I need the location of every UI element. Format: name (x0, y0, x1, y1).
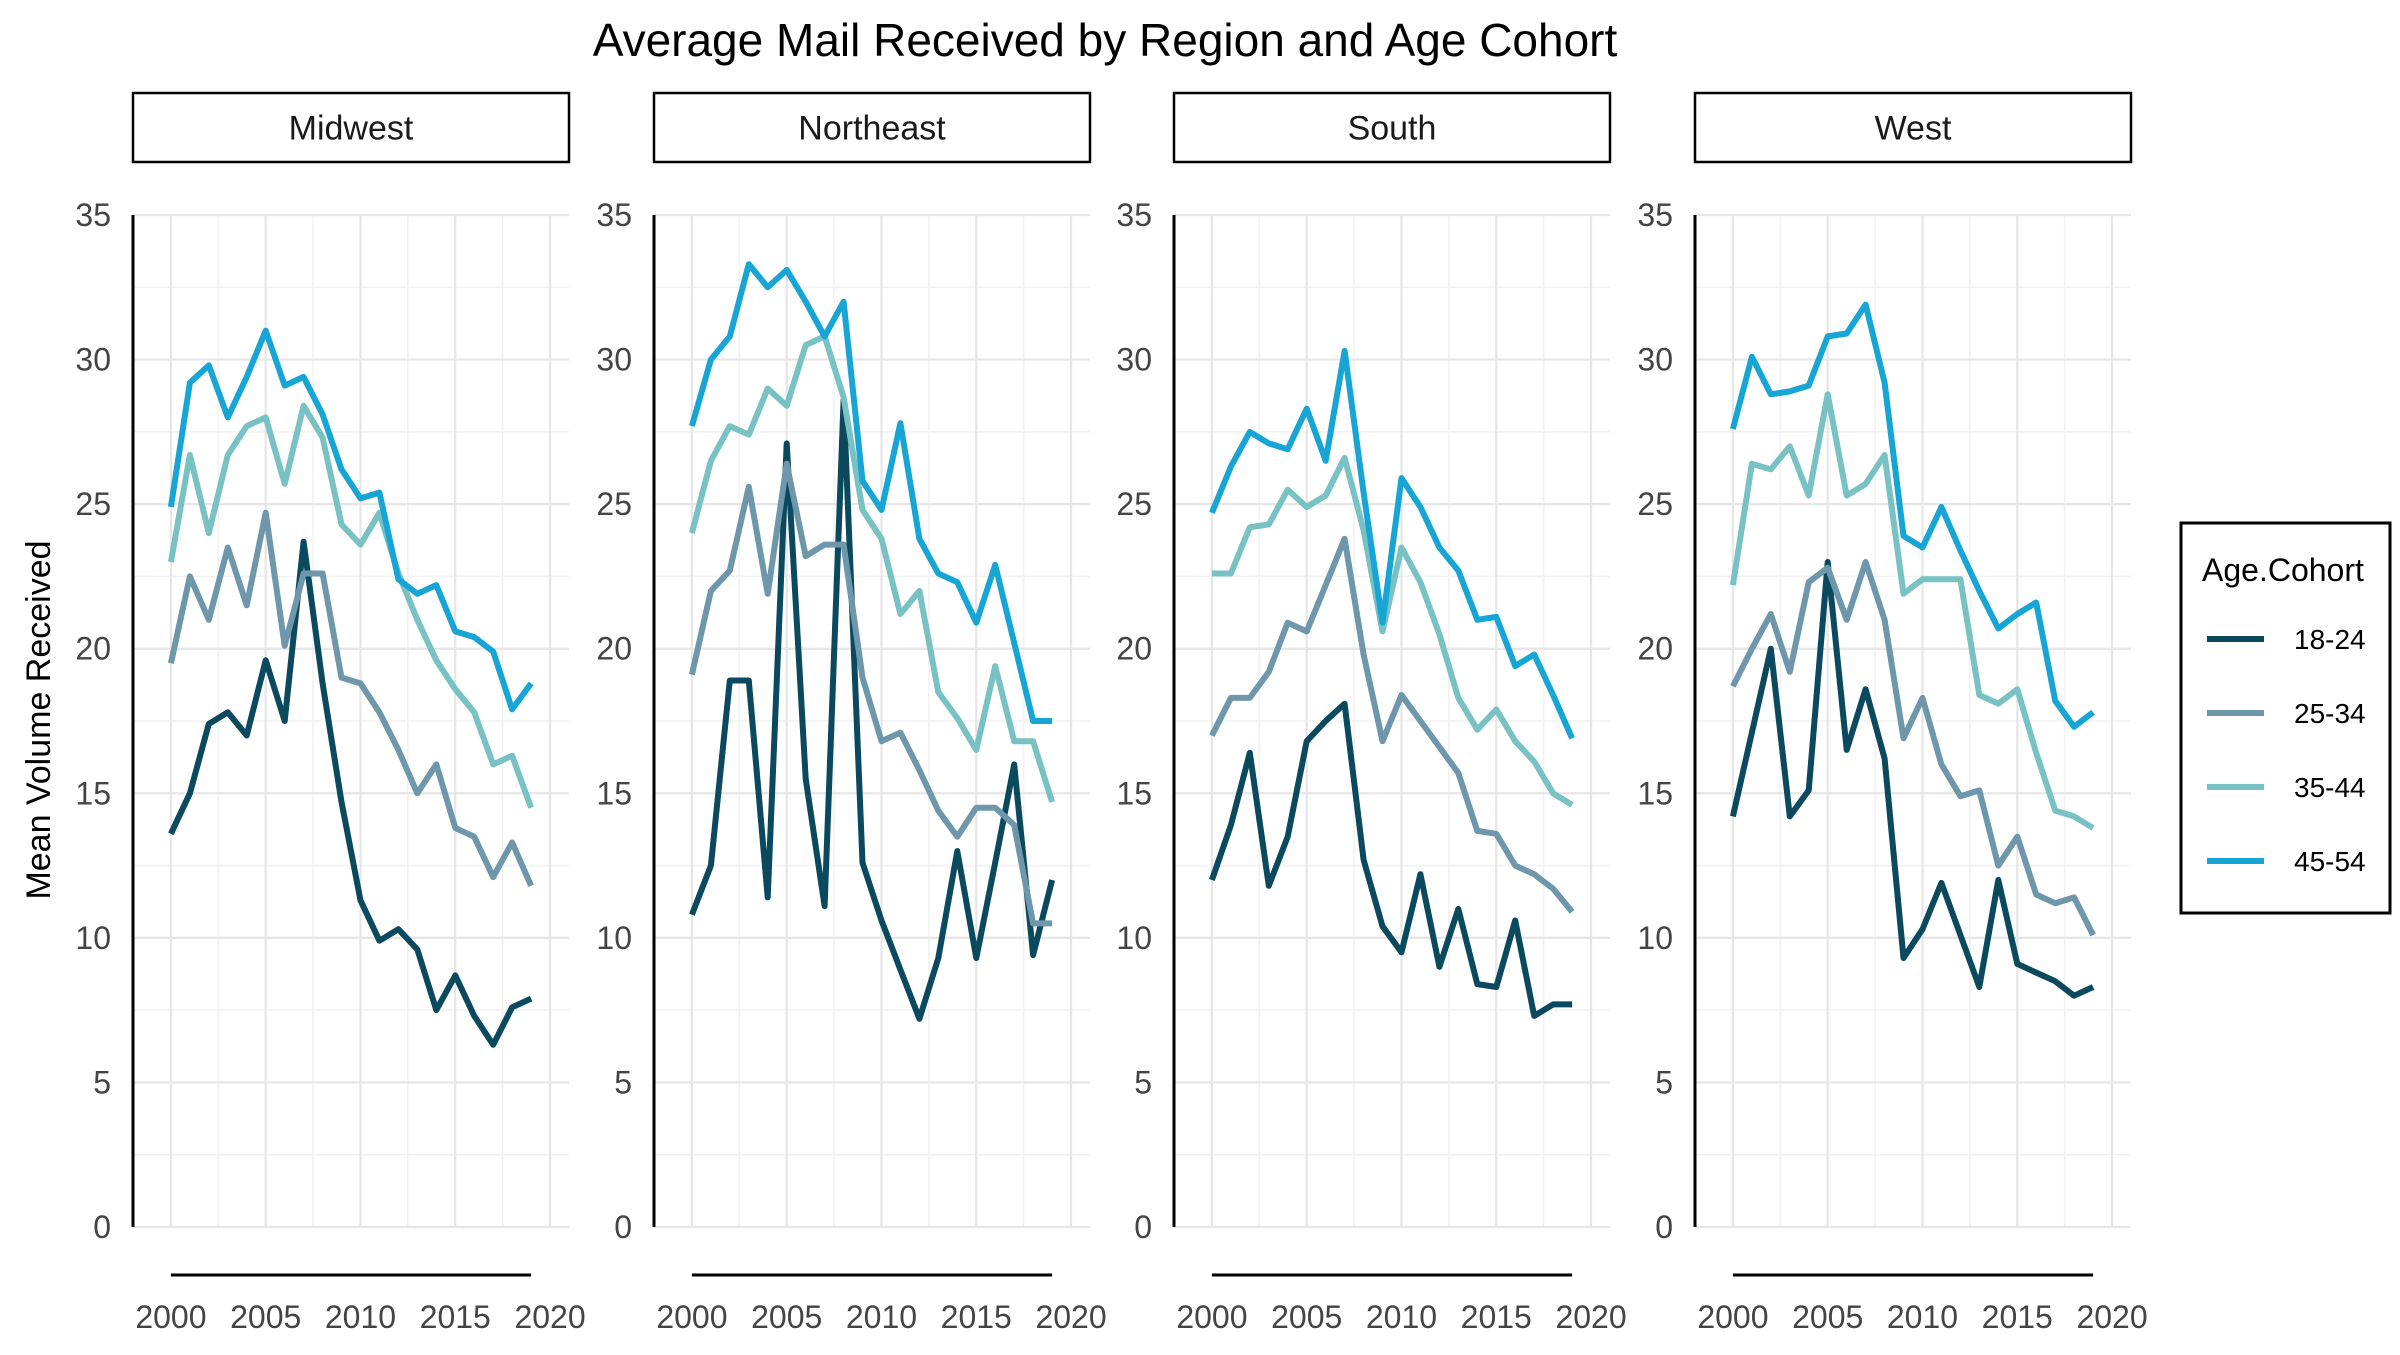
y-tick-label: 35 (1116, 197, 1152, 233)
x-tick-label: 2010 (846, 1299, 917, 1335)
y-tick-label: 25 (75, 486, 111, 522)
y-tick-label: 15 (1116, 775, 1152, 811)
y-tick-label: 0 (93, 1209, 111, 1245)
gridlines-west (1695, 213, 2131, 1229)
x-tick-label: 2020 (2076, 1299, 2147, 1335)
y-tick-label: 20 (1637, 631, 1673, 667)
x-tick-label: 2015 (1982, 1299, 2053, 1335)
y-tick-label: 15 (1637, 775, 1673, 811)
x-tick-label: 2010 (325, 1299, 396, 1335)
series-line-west-18-24 (1729, 559, 2095, 999)
y-tick-label: 30 (1637, 342, 1673, 378)
y-tick-label: 10 (596, 920, 632, 956)
x-tick-label: 2015 (941, 1299, 1012, 1335)
gridlines-midwest (133, 213, 569, 1229)
series-line-midwest-18-24 (168, 538, 533, 1048)
legend-label: 45-54 (2294, 846, 2366, 877)
y-tick-label: 15 (596, 775, 632, 811)
y-tick-label: 25 (1116, 486, 1152, 522)
x-tick-label: 2005 (1792, 1299, 1863, 1335)
y-tick-label: 30 (596, 342, 632, 378)
y-axis-label: Mean Volume Received (20, 540, 58, 899)
x-tick-label: 2020 (514, 1299, 585, 1335)
series-line-south-25-34 (1209, 535, 1575, 914)
legend-title: Age.Cohort (2202, 552, 2364, 588)
y-tick-label: 10 (1637, 920, 1673, 956)
y-tick-label: 5 (1134, 1064, 1152, 1100)
facet-panel-west: 0 5 10 15 20 25 30 35 2000 2005 2010 2015 2020 West (1637, 91, 2148, 1335)
facet-panel-northeast: 0 5 10 15 20 25 30 35 2000 2005 2010 2015 2020 Northe… (596, 91, 1107, 1335)
x-tick-label: 2000 (656, 1299, 727, 1335)
facet-strip-box (1172, 91, 1612, 164)
y-tick-label: 35 (596, 197, 632, 233)
x-tick-label: 2020 (1035, 1299, 1106, 1335)
x-tick-label: 2010 (1366, 1299, 1437, 1335)
y-tick-label: 15 (75, 775, 111, 811)
facet-strip-midwest: Midwest (131, 91, 571, 164)
series-line-northeast-18-24 (689, 397, 1056, 1022)
series-line-west-35-44 (1729, 391, 2095, 831)
legend: Age.Cohort 18-24 25-34 35-44 45-54 (2179, 521, 2392, 915)
facet-strip-south: South (1172, 91, 1612, 164)
series-line-west-25-34 (1730, 559, 2096, 937)
legend-box (2179, 521, 2392, 915)
x-tick-label: 2000 (135, 1299, 206, 1335)
facet-strip-label: South (1348, 110, 1437, 148)
y-tick-label: 20 (1116, 631, 1152, 667)
y-tick-label: 10 (75, 920, 111, 956)
y-tick-label: 25 (1637, 486, 1673, 522)
x-tick-label: 2005 (230, 1299, 301, 1335)
facet-strip-west: West (1693, 91, 2133, 164)
x-tick-label: 2015 (420, 1299, 491, 1335)
series-line-south-45-54 (1209, 347, 1575, 740)
legend-label: 25-34 (2294, 698, 2366, 729)
facet-panel-south: 0 5 10 15 20 25 30 35 2000 2005 2010 2015 2020 South (1116, 91, 1627, 1335)
facet-strip-northeast: Northeast (652, 91, 1092, 164)
facet-strip-label: Midwest (289, 110, 414, 148)
x-tick-label: 2010 (1887, 1299, 1958, 1335)
legend-label: 18-24 (2294, 624, 2366, 655)
y-tick-label: 0 (1655, 1209, 1673, 1245)
y-tick-label: 0 (1134, 1209, 1152, 1245)
x-tick-label: 2005 (751, 1299, 822, 1335)
y-tick-label: 0 (614, 1209, 632, 1245)
series-line-south-18-24 (1209, 700, 1573, 1019)
series-line-midwest-45-54 (167, 327, 534, 713)
y-tick-label: 5 (1655, 1064, 1673, 1100)
y-tick-label: 5 (93, 1064, 111, 1100)
facet-strip-label: West (1875, 110, 1952, 148)
series-line-northeast-25-34 (688, 460, 1053, 927)
x-tick-label: 2000 (1697, 1299, 1768, 1335)
facet-strip-box (1693, 91, 2133, 164)
facet-panel-midwest: 0 5 10 15 20 25 30 35 2000 2005 2010 2015 2020 Midwes… (75, 91, 586, 1335)
y-tick-label: 20 (75, 631, 111, 667)
chart-title: Average Mail Received by Region and Age … (593, 14, 1618, 66)
y-tick-label: 20 (596, 631, 632, 667)
series-line-west-45-54 (1729, 301, 2095, 730)
x-tick-label: 2020 (1555, 1299, 1626, 1335)
facet-strip-box (131, 91, 571, 164)
series-line-midwest-25-34 (167, 509, 534, 888)
series-line-northeast-35-44 (688, 333, 1055, 803)
y-tick-label: 5 (614, 1064, 632, 1100)
series-line-south-35-44 (1211, 454, 1574, 808)
x-tick-label: 2005 (1271, 1299, 1342, 1335)
x-tick-label: 2000 (1176, 1299, 1247, 1335)
x-tick-label: 2015 (1461, 1299, 1532, 1335)
y-tick-label: 30 (1116, 342, 1152, 378)
legend-label: 35-44 (2294, 772, 2366, 803)
facet-strip-label: Northeast (798, 110, 946, 148)
y-tick-label: 10 (1116, 920, 1152, 956)
y-tick-label: 35 (75, 197, 111, 233)
facet-strip-box (652, 91, 1092, 164)
gridlines-northeast (654, 213, 1090, 1229)
y-tick-label: 35 (1637, 197, 1673, 233)
y-tick-label: 25 (596, 486, 632, 522)
y-tick-label: 30 (75, 342, 111, 378)
series-line-midwest-35-44 (167, 402, 534, 809)
series-line-northeast-45-54 (689, 261, 1053, 724)
